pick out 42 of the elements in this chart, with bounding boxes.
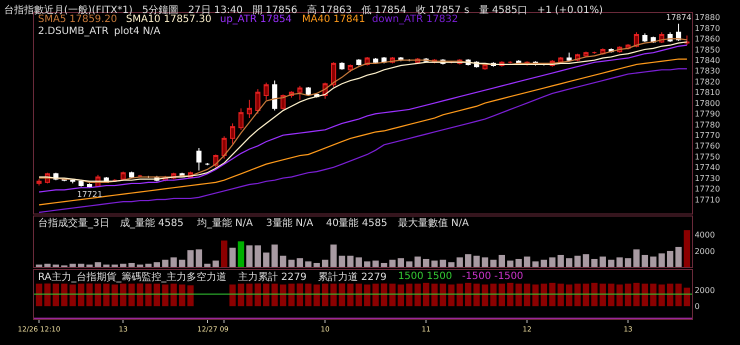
annotation: 17874 [666, 13, 692, 22]
annotation: 累計力道 2279 [318, 271, 387, 283]
y-tick-label: 17720 [694, 184, 720, 194]
annotation: 2.DSUMB_ATR [38, 26, 109, 37]
annotation: 3量能 N/A [266, 217, 314, 229]
y-tick-label: 17840 [694, 56, 720, 65]
y-tick-label: 17790 [694, 110, 720, 119]
text: SMA10 17857.30 [126, 14, 212, 25]
y-tick-label: 17880 [694, 13, 720, 22]
y-tick-label: 2000 [694, 286, 715, 295]
text: MA40 17841 [302, 14, 366, 25]
y-tick-label: 2000 [694, 246, 715, 256]
y-tick-label: 17740 [694, 163, 720, 172]
y-tick-label: 17860 [694, 34, 720, 44]
annotation: 成_量能 4585 [120, 217, 184, 229]
annotation: 均_量能 N/A [196, 217, 254, 229]
ref-line-label: 1500 1500 [398, 271, 452, 282]
y-tick-label: 0 [694, 302, 700, 311]
annotation: 主力累計 2279 [238, 271, 307, 283]
ref-line-label: -1500 -1500 [462, 271, 524, 282]
y-tick-label: 17800 [694, 98, 720, 108]
y-tick-label: 17750 [694, 152, 720, 162]
y-tick-label: 17780 [694, 120, 720, 130]
text: SMA5 17859.20 [38, 14, 118, 25]
y-tick-label: 4000 [694, 230, 715, 240]
annotation: 17721 [77, 190, 102, 199]
annotation: 最大量數值 N/A [398, 217, 470, 229]
text: down_ATR 17832 [372, 14, 458, 25]
y-tick-label: 17870 [694, 24, 720, 33]
y-tick-label: 17760 [694, 142, 720, 151]
y-tick-label: 17820 [694, 77, 720, 86]
y-tick-label: 17770 [694, 130, 720, 140]
y-tick-label: 17830 [694, 66, 720, 76]
annotation: 台指成交量_3日 [38, 217, 110, 229]
y-tick-label: 17810 [694, 88, 720, 98]
y-tick-label: 17850 [694, 45, 720, 54]
y-tick-label: 17730 [694, 174, 720, 183]
text: up_ATR 17854 [220, 14, 292, 25]
y-tick-label: 17710 [694, 195, 720, 204]
annotation: plot4 N/A [114, 26, 161, 37]
annotation: 40量能 4585 [326, 217, 388, 229]
annotation: RA主力_台指期貨_籌碼監控_主力多空力道 [38, 271, 226, 283]
